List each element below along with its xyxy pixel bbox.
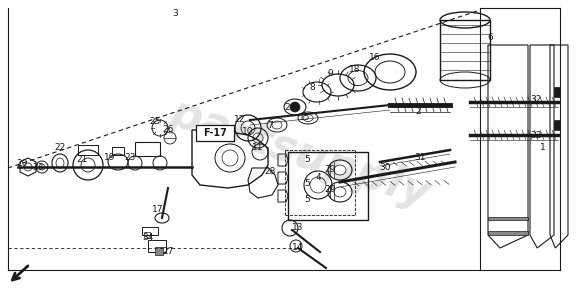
Bar	[440, 20, 490, 80]
Text: 4: 4	[315, 173, 321, 183]
Bar	[148, 240, 166, 252]
Text: 9: 9	[327, 70, 333, 78]
Text: 21: 21	[76, 155, 88, 165]
Text: 31: 31	[414, 154, 426, 163]
Text: 32: 32	[530, 96, 542, 104]
Text: F-17: F-17	[203, 128, 227, 138]
Text: 13: 13	[292, 223, 304, 232]
Bar	[142, 227, 158, 235]
Text: 28: 28	[264, 168, 276, 176]
Text: 30: 30	[379, 163, 391, 173]
Text: 33: 33	[32, 163, 44, 173]
Text: 24: 24	[284, 104, 295, 112]
Text: 27: 27	[162, 247, 173, 257]
Bar	[488, 231, 528, 235]
Text: 20: 20	[16, 158, 28, 168]
Bar	[554, 87, 560, 97]
Text: 12: 12	[234, 115, 246, 125]
Bar	[288, 152, 368, 220]
Text: 16: 16	[369, 54, 381, 62]
Text: 5: 5	[304, 178, 310, 187]
Text: 1: 1	[540, 144, 546, 152]
Bar	[135, 142, 160, 156]
Text: 5: 5	[304, 155, 310, 165]
Text: 25: 25	[149, 118, 161, 126]
Text: 22: 22	[54, 144, 66, 152]
Text: 29: 29	[324, 165, 336, 175]
Text: 34: 34	[142, 234, 154, 242]
Bar	[78, 145, 98, 155]
Text: 5: 5	[304, 195, 310, 205]
Text: 26: 26	[162, 126, 173, 134]
Bar	[488, 217, 528, 220]
Text: 29: 29	[324, 186, 336, 194]
Text: 15: 15	[299, 113, 311, 123]
Bar	[554, 120, 560, 130]
Bar	[155, 247, 163, 255]
Text: 18: 18	[349, 65, 361, 75]
Text: partsupply: partsupply	[165, 91, 436, 216]
Text: 23: 23	[124, 154, 136, 163]
Bar	[196, 125, 234, 141]
Text: 7: 7	[267, 121, 273, 131]
Text: 14: 14	[292, 244, 303, 252]
Text: 6: 6	[487, 33, 493, 43]
Text: 11: 11	[252, 144, 264, 152]
Bar	[144, 232, 150, 238]
Circle shape	[290, 102, 300, 112]
Text: 32: 32	[530, 131, 542, 139]
Text: 3: 3	[172, 9, 178, 18]
Bar	[112, 147, 124, 155]
Text: 2: 2	[415, 107, 421, 117]
Text: 19: 19	[104, 154, 116, 163]
Text: 17: 17	[152, 205, 164, 215]
Text: 10: 10	[242, 128, 254, 136]
Text: 8: 8	[309, 83, 315, 92]
